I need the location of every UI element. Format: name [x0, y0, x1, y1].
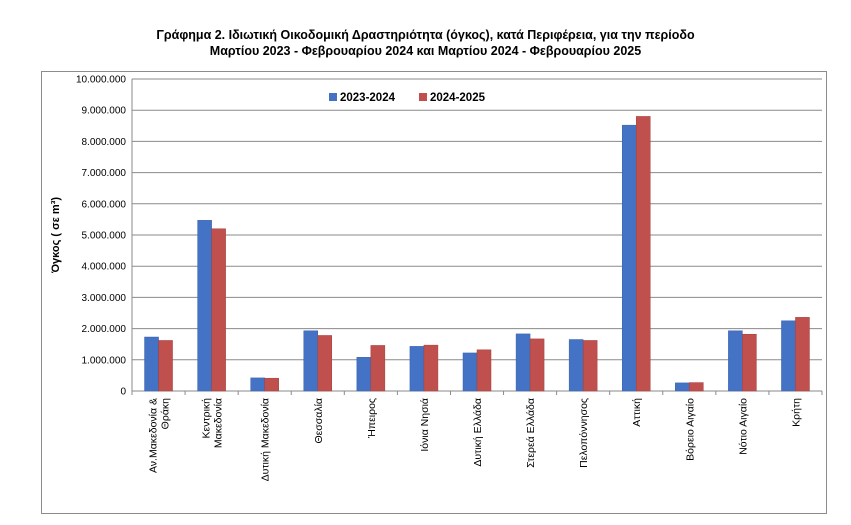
bar — [476, 349, 492, 392]
bar — [689, 382, 704, 392]
bar — [529, 338, 545, 392]
x-category-label: Ήπειρος — [366, 398, 378, 439]
x-category-label: Αττική — [631, 398, 643, 427]
x-category-label: Μακεδονία — [213, 398, 225, 448]
y-tick-label: 10.000.000 — [76, 75, 126, 86]
bar — [197, 220, 212, 392]
bar — [582, 340, 598, 392]
chart-title-line-2: Μαρτίου 2023 - Φεβρουαρίου 2024 και Μαρτ… — [209, 44, 642, 58]
y-tick-label: 3.000.000 — [82, 293, 127, 304]
chart-frame — [41, 71, 827, 514]
x-category-label: Κρήτη — [790, 398, 802, 427]
bar — [423, 344, 439, 392]
bar — [742, 333, 757, 392]
bar — [635, 116, 651, 392]
bar — [317, 335, 333, 392]
bar — [158, 340, 173, 392]
legend-label: 2024-2025 — [430, 92, 486, 104]
bar — [728, 330, 743, 392]
y-tick-label: 7.000.000 — [82, 168, 127, 179]
bar — [370, 345, 386, 392]
bar — [795, 317, 810, 392]
x-category-label: Στερεά Ελλάδα — [525, 398, 537, 468]
chart-title: Γράφημα 2. Ιδιωτική Οικοδομική Δραστηριό… — [0, 27, 851, 59]
legend-swatch — [329, 93, 337, 101]
y-axis-title: Όγκος ( σε m³) — [50, 197, 62, 274]
x-category-label: Θράκη — [160, 398, 172, 429]
bar — [621, 124, 637, 392]
x-category-label: Ιόνια Νησιά — [419, 398, 431, 452]
bar — [250, 377, 265, 392]
bar — [568, 339, 584, 392]
x-category-label: Νότιο Αιγαίο — [737, 398, 749, 455]
y-tick-label: 2.000.000 — [82, 324, 127, 335]
bar — [211, 228, 226, 392]
bar — [356, 357, 372, 392]
bar — [462, 352, 478, 392]
chart-title-line-1: Γράφημα 2. Ιδιωτική Οικοδομική Δραστηριό… — [156, 28, 695, 42]
x-category-label: Βόρειο Αιγαίο — [684, 398, 696, 461]
bar — [144, 336, 159, 392]
x-category-label: Δυτική Μακεδονία — [260, 398, 272, 481]
y-tick-label: 8.000.000 — [82, 137, 127, 148]
bar — [409, 346, 425, 392]
x-category-label: Κεντρική — [201, 398, 213, 439]
y-tick-label: 4.000.000 — [82, 262, 127, 273]
bar — [264, 377, 279, 392]
y-tick-label: 1.000.000 — [82, 355, 127, 366]
x-category-label: Πελοπόννησος — [578, 398, 590, 468]
y-tick-label: 0 — [120, 387, 126, 398]
y-tick-label: 5.000.000 — [82, 231, 127, 242]
legend-label: 2023-2024 — [340, 92, 396, 104]
bar — [303, 330, 319, 392]
x-category-label: Δυτική Ελλάδα — [472, 398, 484, 467]
y-tick-label: 6.000.000 — [82, 199, 127, 210]
bar — [515, 333, 531, 392]
x-category-label: Θεσσαλία — [313, 398, 325, 444]
bar — [675, 382, 690, 392]
y-tick-label: 9.000.000 — [82, 106, 127, 117]
x-category-label: Αν.Μακεδονία & — [148, 398, 160, 473]
legend-swatch — [419, 93, 427, 101]
bar — [781, 320, 796, 392]
